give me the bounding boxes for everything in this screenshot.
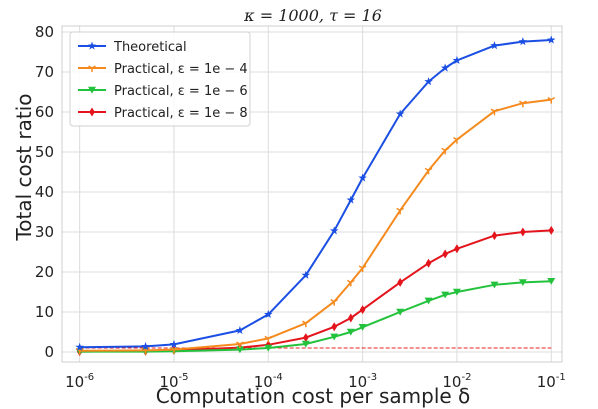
data-point <box>547 278 556 285</box>
data-point <box>141 341 150 351</box>
y-tick-label: 30 <box>35 223 54 241</box>
y-tick-label: 60 <box>35 103 54 121</box>
x-tick-label: 10-5 <box>159 372 188 391</box>
data-point <box>546 35 556 44</box>
data-point <box>169 339 179 349</box>
data-point <box>424 167 433 175</box>
series-line <box>79 229 552 353</box>
data-point <box>330 333 339 341</box>
data-point <box>235 346 244 354</box>
data-point <box>301 320 310 328</box>
data-point <box>491 231 498 241</box>
data-point <box>396 308 405 316</box>
series-line <box>79 39 552 349</box>
series-line <box>79 280 552 353</box>
data-point <box>359 305 366 315</box>
legend-box <box>69 31 251 127</box>
data-point <box>75 342 84 351</box>
data-point <box>301 340 310 348</box>
data-point <box>170 346 178 354</box>
y-tick-label: 50 <box>35 143 54 161</box>
data-point <box>329 226 339 235</box>
data-point <box>395 109 405 118</box>
data-point <box>303 333 309 343</box>
legend-swatch-marker <box>89 107 95 117</box>
y-tick-label: 80 <box>35 23 54 41</box>
plot-area: 0 10 20 30 40 50 60 70 80 10-6 10-5 10-4 10-3 10-2 10-… <box>35 23 566 391</box>
x-tick-label: 10-3 <box>348 372 377 391</box>
data-point <box>518 37 528 46</box>
legend-label: Practical, ε = 1e − 8 <box>114 106 248 121</box>
series-line <box>79 98 552 352</box>
y-tick-label: 20 <box>35 263 54 281</box>
y-tick-label: 10 <box>35 303 54 321</box>
data-point <box>358 265 367 272</box>
data-point <box>424 77 433 86</box>
legend-swatch-marker <box>88 65 96 72</box>
y-tick-label: 70 <box>35 63 54 81</box>
plot-frame <box>61 25 563 363</box>
data-point <box>346 328 355 336</box>
data-point <box>264 309 273 319</box>
legend-label: Theoretical <box>113 40 187 55</box>
data-point <box>519 100 527 108</box>
x-tick-label: 10-2 <box>442 372 471 391</box>
data-point <box>264 335 273 343</box>
data-point <box>547 96 556 104</box>
x-tick-label: 10-1 <box>537 372 566 391</box>
data-point <box>442 249 448 259</box>
data-point <box>425 258 432 268</box>
x-axis-label: Computation cost per sample δ <box>156 384 471 408</box>
x-tick-label: 10-6 <box>65 372 94 391</box>
data-point <box>490 108 499 116</box>
x-tick-label: 10-4 <box>254 372 283 391</box>
data-point <box>346 195 356 204</box>
y-tick-label: 0 <box>44 343 54 361</box>
data-point <box>264 344 273 352</box>
data-point <box>518 279 527 286</box>
data-point <box>490 41 499 50</box>
data-point <box>397 277 403 287</box>
data-point <box>424 297 433 305</box>
data-point <box>331 322 338 332</box>
chart-title: κ = 1000, τ = 16 <box>243 6 382 25</box>
data-point <box>441 147 450 155</box>
data-point <box>548 225 555 235</box>
legend-swatch-marker <box>88 86 96 94</box>
data-point <box>396 207 404 215</box>
data-point <box>490 281 499 289</box>
data-point <box>358 173 367 182</box>
data-point <box>236 341 244 348</box>
data-point <box>520 227 526 237</box>
y-axis-label: Total cost ratio <box>12 93 36 241</box>
data-point <box>452 55 462 65</box>
data-point <box>452 288 461 296</box>
legend-label: Practical, ε = 1e − 4 <box>114 62 248 77</box>
data-point <box>454 244 460 254</box>
y-tick-label: 40 <box>35 183 54 201</box>
legend-label: Practical, ε = 1e − 6 <box>114 84 248 99</box>
data-point <box>235 325 245 335</box>
data-point <box>330 298 339 306</box>
data-point <box>301 270 311 279</box>
data-point <box>441 291 450 299</box>
legend-swatch-marker <box>87 41 97 50</box>
data-point <box>346 279 355 287</box>
data-point <box>358 324 367 331</box>
data-point <box>440 63 450 72</box>
data-point <box>348 313 354 323</box>
data-point <box>453 136 461 144</box>
